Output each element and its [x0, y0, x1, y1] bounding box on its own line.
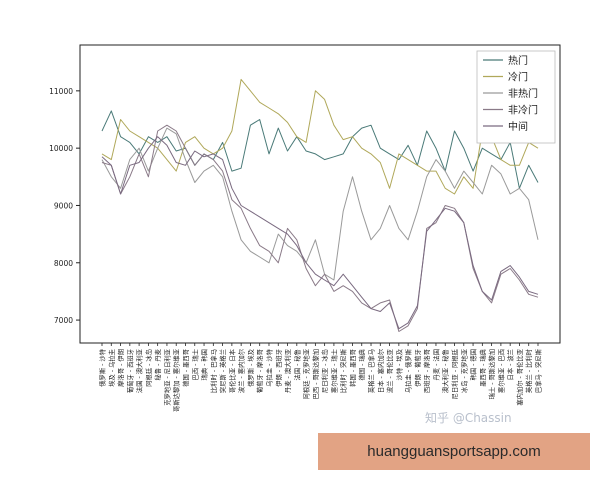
x-axis: 俄罗斯 - 沙特 埃及 - 乌拉圭 摩洛哥 - 伊朗 葡萄牙 - 西班牙 法国 - 澳大… — [98, 343, 543, 412]
x-tick-label: 克罗地亚 - 尼日利亚 — [162, 348, 171, 405]
x-tick-label: 尼日利亚 - 冰岛 — [320, 349, 329, 393]
y-tick-label: 8000 — [54, 259, 73, 268]
x-tick-label: 突尼斯 - 英格兰 — [218, 349, 227, 393]
x-tick-label: 塞内加尔 - 哥伦比亚 — [515, 348, 524, 405]
x-tick-label: 塞尔维亚 - 巴西 — [496, 349, 505, 393]
x-tick-label: 墨西哥 - 瑞典 — [478, 348, 487, 386]
plot-frame — [79, 44, 561, 344]
y-tick-label: 11000 — [49, 87, 73, 96]
legend-label: 中间 — [508, 120, 528, 133]
x-tick-label: 英格兰 - 比利时 — [524, 348, 533, 393]
x-tick-label: 沙特 - 埃及 — [394, 348, 403, 380]
x-tick-label: 法国 - 澳大利亚 — [135, 348, 144, 393]
x-tick-label: 澳大利亚 - 秘鲁 — [441, 349, 450, 393]
x-tick-label: 日本 - 波兰 — [506, 349, 515, 380]
x-tick-label: 德国 - 墨西哥 — [181, 349, 190, 387]
series-line-2 — [101, 127, 539, 281]
x-tick-label: 韩国 - 德国 — [469, 349, 478, 380]
x-tick-label: 葡萄牙 - 摩洛哥 — [255, 349, 264, 393]
x-tick-label: 日本 - 塞内加尔 — [376, 349, 385, 393]
x-tick-label: 葡萄牙 - 西班牙 — [125, 349, 134, 393]
x-tick-label: 秘鲁 - 丹麦 — [153, 348, 162, 380]
legend-label: 热门 — [508, 54, 528, 67]
site-banner[interactable]: huangguansportsapp.com — [318, 433, 590, 470]
x-tick-label: 塞尔维亚 - 瑞士 — [329, 349, 338, 393]
x-tick-label: 比利时 - 突尼斯 — [339, 348, 348, 393]
legend-box — [476, 50, 556, 144]
x-tick-label: 俄罗斯 - 沙特 — [98, 348, 107, 386]
x-tick-label: 瑞士 - 哥斯达黎加 — [487, 349, 496, 399]
x-tick-label: 丹麦 - 澳大利亚 — [283, 348, 292, 393]
x-tick-label: 巴西 - 哥斯达黎加 — [311, 349, 320, 399]
x-tick-label: 韩国 - 墨西哥 — [348, 349, 357, 387]
series-lines — [101, 78, 539, 332]
x-tick-label: 伊朗 - 西班牙 — [274, 349, 283, 387]
series-line-0 — [101, 110, 539, 189]
x-tick-label: 波兰 - 塞内加尔 — [237, 349, 246, 393]
watermark: 知乎 @Chassin — [425, 411, 512, 425]
x-tick-label: 西班牙 - 摩洛哥 — [422, 349, 431, 393]
series-line-1 — [101, 78, 539, 195]
legend-label: 冷门 — [508, 71, 528, 84]
y-tick-label: 7000 — [54, 316, 73, 325]
x-tick-label: 德国 - 瑞典 — [357, 348, 366, 380]
x-tick-label: 巴拿马 - 突尼斯 — [534, 348, 543, 393]
x-tick-label: 伊朗 - 葡萄牙 — [413, 349, 422, 387]
x-tick-label: 尼日利亚 - 阿根廷 — [450, 348, 459, 399]
x-tick-label: 摩洛哥 - 伊朗 — [116, 349, 125, 387]
legend-label: 非热门 — [508, 87, 538, 100]
y-tick-label: 10000 — [49, 144, 73, 153]
x-tick-label: 法国 - 秘鲁 — [292, 349, 301, 380]
x-tick-label: 冰岛 - 克罗地亚 — [459, 348, 468, 393]
y-axis: 7000 8000 9000 10000 11000 — [49, 87, 80, 325]
x-tick-label: 波兰 - 哥伦比亚 — [385, 348, 394, 393]
x-tick-label: 丹麦 - 法国 — [431, 349, 440, 380]
x-tick-label: 哥斯达黎加 - 塞尔维亚 — [172, 348, 181, 412]
x-tick-label: 埃及 - 乌拉圭 — [107, 349, 116, 387]
y-tick-label: 9000 — [54, 201, 73, 210]
x-tick-label: 巴西 - 瑞士 — [190, 349, 199, 380]
x-tick-label: 阿根廷 - 克罗地亚 — [302, 348, 311, 399]
series-line-3 — [101, 124, 539, 332]
legend-label: 非冷门 — [508, 104, 538, 117]
x-tick-label: 乌拉圭 - 沙特 — [264, 348, 273, 386]
x-tick-label: 阿根廷 - 冰岛 — [144, 349, 153, 387]
x-tick-label: 瑞典 - 韩国 — [200, 349, 209, 380]
series-line-4 — [101, 136, 539, 330]
x-tick-label: 俄罗斯 - 埃及 — [246, 348, 255, 386]
x-tick-label: 比利时 - 巴拿马 — [209, 349, 218, 393]
x-tick-label: 英格兰 - 巴拿马 — [367, 349, 376, 393]
x-tick-label: 乌拉圭 - 俄罗斯 — [404, 348, 413, 393]
x-tick-label: 哥伦比亚 - 日本 — [227, 348, 236, 393]
